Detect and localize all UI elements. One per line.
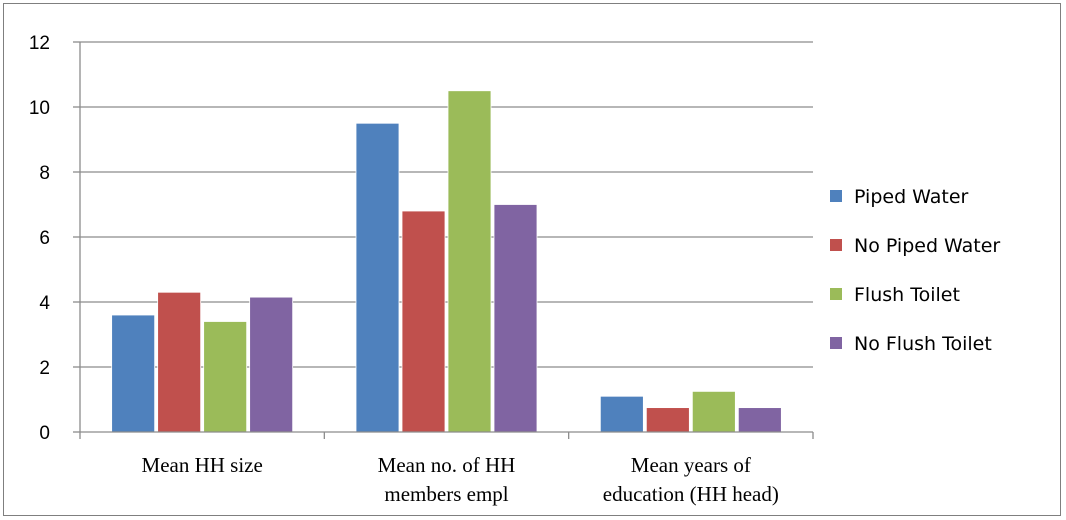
x-tick-label: Mean years of xyxy=(631,453,751,477)
bar-piped-water xyxy=(355,122,400,433)
bar-flush-toilet xyxy=(203,321,248,433)
axes xyxy=(73,41,814,439)
x-tick-label: Mean HH size xyxy=(142,453,263,477)
legend: Piped Water No Piped Water Flush Toilet No … xyxy=(830,186,1000,355)
bar-piped-water xyxy=(111,314,156,433)
bar-no-piped-water xyxy=(157,291,202,433)
legend-swatch xyxy=(830,288,842,300)
x-tick-label: education (HH head) xyxy=(603,482,779,506)
y-tick-label: 6 xyxy=(39,228,50,249)
gridlines xyxy=(80,41,813,368)
y-tick-label: 8 xyxy=(39,163,50,184)
bar-no-piped-water xyxy=(645,407,690,433)
bar-no-flush-toilet xyxy=(249,296,294,433)
bar-flush-toilet xyxy=(691,390,736,433)
legend-swatch xyxy=(830,239,842,251)
x-axis-ticks: Mean HH size Mean no. of HH members empl Me… xyxy=(142,453,779,506)
y-axis-ticks: 0 2 4 6 8 10 12 xyxy=(29,33,51,444)
y-tick-label: 12 xyxy=(29,33,50,54)
legend-label: Piped Water xyxy=(854,186,969,208)
bar-flush-toilet xyxy=(447,90,492,433)
bar-no-piped-water xyxy=(401,210,446,433)
y-tick-label: 2 xyxy=(39,358,50,379)
bars xyxy=(111,90,782,433)
legend-label: No Piped Water xyxy=(854,235,1000,257)
bar-no-flush-toilet xyxy=(737,407,782,433)
legend-label: Flush Toilet xyxy=(854,284,960,306)
legend-swatch xyxy=(830,190,842,202)
bar-piped-water xyxy=(599,395,644,433)
x-tick-label: Mean no. of HH xyxy=(378,453,516,477)
y-tick-label: 10 xyxy=(29,98,50,119)
x-tick-label: members empl xyxy=(384,482,508,506)
y-tick-label: 0 xyxy=(39,423,50,444)
legend-swatch xyxy=(830,337,842,349)
bar-no-flush-toilet xyxy=(493,204,538,433)
y-tick-label: 4 xyxy=(39,293,50,314)
legend-label: No Flush Toilet xyxy=(854,333,992,355)
